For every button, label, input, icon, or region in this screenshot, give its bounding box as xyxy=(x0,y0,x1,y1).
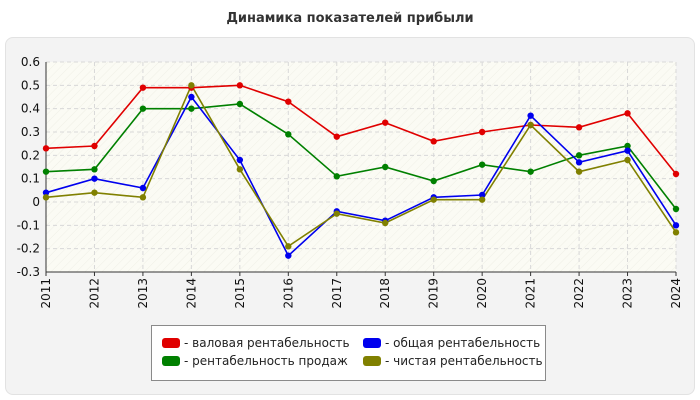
legend-item-sales: - рентабельность продаж xyxy=(162,353,348,369)
x-tick-label: 2017 xyxy=(330,278,344,309)
x-tick-label: 2016 xyxy=(281,278,295,309)
point-gross xyxy=(42,145,50,152)
point-total xyxy=(624,147,631,154)
point-gross xyxy=(285,98,292,105)
y-tick-label: 0.3 xyxy=(21,125,40,139)
x-tick-label: 2024 xyxy=(669,278,683,309)
point-sales xyxy=(236,100,244,108)
point-total xyxy=(285,252,292,259)
chart-title: Динамика показателей прибыли xyxy=(226,11,474,26)
point-net xyxy=(91,189,98,196)
legend-label-total: - общая рентабельность xyxy=(385,336,541,350)
point-sales xyxy=(672,205,680,213)
point-sales xyxy=(42,168,50,175)
x-tick-label: 2022 xyxy=(572,278,586,309)
point-gross xyxy=(236,82,244,89)
y-tick-label: -0.1 xyxy=(17,218,40,232)
plot-area xyxy=(46,62,676,272)
point-sales xyxy=(91,166,98,173)
y-tick-label: -0.2 xyxy=(17,242,40,256)
point-total xyxy=(575,159,583,166)
x-tick-label: 2023 xyxy=(621,278,635,309)
point-net xyxy=(624,156,631,164)
legend-item-net: - чистая рентабельность xyxy=(363,353,543,369)
point-sales xyxy=(139,105,147,112)
point-total xyxy=(188,93,195,101)
point-sales xyxy=(430,177,437,185)
point-gross xyxy=(139,84,147,91)
x-tick-label: 2019 xyxy=(427,278,441,309)
x-tick-label: 2011 xyxy=(39,278,53,309)
y-tick-label: 0.2 xyxy=(21,148,40,162)
point-sales xyxy=(285,131,292,138)
x-tick-label: 2015 xyxy=(233,278,247,309)
point-net xyxy=(478,196,486,203)
x-tick-label: 2014 xyxy=(184,278,198,309)
y-tick-label: 0.1 xyxy=(21,172,40,186)
legend-item-total: - общая рентабельность xyxy=(363,335,540,351)
point-net xyxy=(382,219,389,227)
point-gross xyxy=(333,133,340,140)
x-tick-label: 2012 xyxy=(87,278,101,309)
legend-item-gross: - валовая рентабельность xyxy=(162,335,350,351)
legend-swatch-gross xyxy=(162,338,180,348)
point-gross xyxy=(624,110,631,117)
point-net xyxy=(188,82,195,89)
y-tick-label: 0.4 xyxy=(21,102,40,116)
legend-swatch-total xyxy=(363,338,381,348)
point-total xyxy=(478,191,486,199)
point-net xyxy=(672,229,680,236)
point-sales xyxy=(188,105,195,112)
point-total xyxy=(236,156,244,164)
y-tick-label: 0.5 xyxy=(21,78,40,92)
point-sales xyxy=(333,173,340,180)
point-total xyxy=(139,184,147,192)
series-line-total xyxy=(45,95,677,258)
series-line-gross xyxy=(45,84,677,175)
point-gross xyxy=(672,170,680,178)
x-tick-label: 2013 xyxy=(136,278,150,309)
series-line-sales xyxy=(45,103,677,210)
point-sales xyxy=(575,152,583,159)
legend-label-sales: - рентабельность продаж xyxy=(184,354,348,368)
legend-label-net: - чистая рентабельность xyxy=(385,354,543,368)
point-total xyxy=(91,175,98,182)
point-total xyxy=(527,112,534,119)
legend-label-gross: - валовая рентабельность xyxy=(184,336,350,350)
point-gross xyxy=(430,138,437,145)
point-sales xyxy=(624,142,631,150)
legend: - валовая рентабельность - общая рентабе… xyxy=(151,325,546,381)
y-tick-label: -0.3 xyxy=(17,265,40,279)
point-net xyxy=(285,243,292,250)
point-gross xyxy=(382,119,389,126)
point-sales xyxy=(382,163,389,171)
point-gross xyxy=(91,142,98,150)
point-net xyxy=(575,168,583,175)
x-tick-label: 2021 xyxy=(524,278,538,309)
point-net xyxy=(527,121,534,129)
point-total xyxy=(672,222,680,229)
x-tick-label: 2020 xyxy=(475,278,489,309)
x-tick-label: 2018 xyxy=(378,278,392,309)
point-net xyxy=(333,210,340,217)
point-sales xyxy=(527,168,534,175)
series-line-net xyxy=(45,83,677,248)
point-total xyxy=(42,189,50,196)
point-gross xyxy=(478,128,486,136)
point-net xyxy=(139,194,147,201)
legend-swatch-net xyxy=(363,356,381,366)
y-tick-label: 0.6 xyxy=(21,55,40,69)
point-net xyxy=(42,194,50,201)
point-sales xyxy=(478,161,486,168)
point-net xyxy=(430,196,437,203)
y-tick-label: 0 xyxy=(32,195,40,209)
point-gross xyxy=(575,124,583,131)
point-net xyxy=(236,166,244,173)
legend-swatch-sales xyxy=(162,356,180,366)
